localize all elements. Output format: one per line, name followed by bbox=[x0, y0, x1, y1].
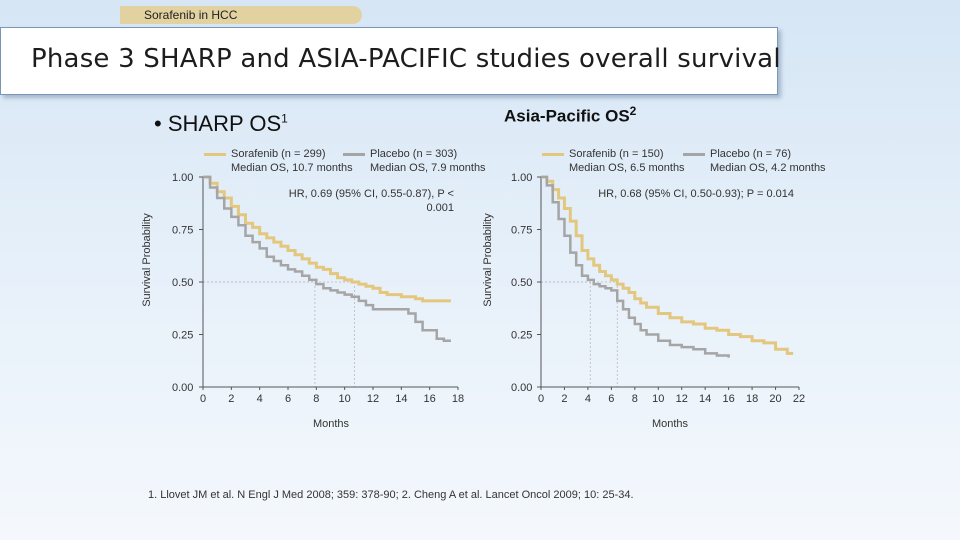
legend-label: Placebo (n = 76) bbox=[710, 148, 792, 160]
title-box: Phase 3 SHARP and ASIA-PACIFIC studies o… bbox=[0, 27, 781, 95]
sharp-y-tick-label: 1.00 bbox=[172, 172, 193, 184]
sharp-title-ref: 1 bbox=[281, 111, 288, 126]
asia-legend-sorafenib: Sorafenib (n = 150) Median OS, 6.5 month… bbox=[542, 147, 702, 177]
asia-x-tick-label: 4 bbox=[585, 393, 591, 405]
sharp-legend-placebo: Placebo (n = 303) Median OS, 7.9 months bbox=[343, 147, 493, 177]
sharp-series-sorafenib bbox=[203, 175, 451, 303]
sharp-title-text: SHARP OS bbox=[167, 111, 282, 136]
asia-legend-placebo: Placebo (n = 76) Median OS, 4.2 months bbox=[683, 147, 843, 177]
hr-line-2: 0.001 bbox=[426, 202, 454, 214]
asia-y-tick-label: 0.75 bbox=[511, 225, 532, 237]
sharp-x-tick-label: 14 bbox=[395, 393, 407, 405]
sharp-y-tick-label: 0.00 bbox=[172, 382, 193, 394]
sharp-y-axis-label: Survival Probability bbox=[141, 213, 153, 307]
legend-swatch-sorafenib bbox=[204, 153, 226, 156]
hr-line-1: HR, 0.69 (95% CI, 0.55-0.87), P < bbox=[288, 188, 454, 200]
sharp-x-tick-label: 4 bbox=[257, 393, 263, 405]
asia-x-tick-label: 16 bbox=[723, 393, 735, 405]
asia-x-tick-label: 18 bbox=[746, 393, 758, 405]
page-title: Phase 3 SHARP and ASIA-PACIFIC studies o… bbox=[31, 44, 781, 74]
sharp-y-tick-label: 0.25 bbox=[172, 330, 193, 342]
asia-chart-title: Asia-Pacific OS2 bbox=[504, 104, 636, 127]
sharp-hazard-ratio: HR, 0.69 (95% CI, 0.55-0.87), P < 0.001 bbox=[262, 187, 454, 215]
asia-y-tick-label: 0.25 bbox=[511, 330, 532, 342]
sharp-x-tick-label: 10 bbox=[339, 393, 351, 405]
asia-title-ref: 2 bbox=[629, 104, 637, 118]
legend-median: Median OS, 4.2 months bbox=[710, 162, 826, 174]
sharp-y-tick-label: 0.50 bbox=[172, 277, 193, 289]
asia-x-tick-label: 20 bbox=[769, 393, 781, 405]
asia-y-tick-label: 0.00 bbox=[511, 382, 532, 394]
bullet: • bbox=[154, 111, 162, 136]
asia-hazard-ratio: HR, 0.68 (95% CI, 0.50-0.93); P = 0.014 bbox=[568, 187, 794, 201]
asia-x-tick-label: 6 bbox=[608, 393, 614, 405]
sharp-x-tick-label: 6 bbox=[285, 393, 291, 405]
asia-x-tick-label: 8 bbox=[632, 393, 638, 405]
sharp-chart-title: • SHARP OS1 bbox=[154, 111, 288, 137]
legend-swatch-placebo bbox=[343, 153, 365, 156]
hr-line-1: HR, 0.68 (95% CI, 0.50-0.93); P = 0.014 bbox=[598, 188, 794, 200]
asia-x-tick-label: 22 bbox=[793, 393, 805, 405]
asia-x-tick-label: 10 bbox=[652, 393, 664, 405]
asia-title-text: Asia-Pacific OS bbox=[504, 106, 630, 126]
sharp-series-placebo bbox=[203, 175, 451, 343]
asia-x-tick-label: 12 bbox=[676, 393, 688, 405]
legend-label: Placebo (n = 303) bbox=[370, 148, 458, 160]
sharp-x-tick-label: 12 bbox=[367, 393, 379, 405]
asia-x-tick-label: 14 bbox=[699, 393, 711, 405]
asia-series-sorafenib bbox=[541, 175, 794, 355]
legend-label: Sorafenib (n = 150) bbox=[569, 148, 664, 160]
legend-median: Median OS, 10.7 months bbox=[231, 162, 353, 174]
topic-tab: Sorafenib in HCC bbox=[120, 6, 362, 24]
asia-x-tick-label: 0 bbox=[538, 393, 544, 405]
legend-median: Median OS, 6.5 months bbox=[569, 162, 685, 174]
asia-x-tick-label: 2 bbox=[561, 393, 567, 405]
asia-y-axis-label: Survival Probability bbox=[482, 213, 494, 307]
asia-series-placebo bbox=[541, 175, 730, 358]
sharp-x-tick-label: 8 bbox=[313, 393, 319, 405]
legend-label: Sorafenib (n = 299) bbox=[231, 148, 326, 160]
asia-x-axis-label: Months bbox=[652, 418, 689, 430]
sharp-x-tick-label: 2 bbox=[228, 393, 234, 405]
legend-swatch-placebo bbox=[683, 153, 705, 156]
asia-y-tick-label: 1.00 bbox=[511, 172, 532, 184]
sharp-x-tick-label: 0 bbox=[200, 393, 206, 405]
sharp-y-tick-label: 0.75 bbox=[172, 225, 193, 237]
legend-swatch-sorafenib bbox=[542, 153, 564, 156]
references: 1. Llovet JM et al. N Engl J Med 2008; 3… bbox=[148, 489, 634, 501]
sharp-x-axis-label: Months bbox=[313, 418, 350, 430]
sharp-legend-sorafenib: Sorafenib (n = 299) Median OS, 10.7 mont… bbox=[204, 147, 353, 177]
sharp-x-tick-label: 16 bbox=[424, 393, 436, 405]
asia-y-tick-label: 0.50 bbox=[511, 277, 532, 289]
legend-median: Median OS, 7.9 months bbox=[370, 162, 486, 174]
sharp-x-tick-label: 18 bbox=[452, 393, 464, 405]
